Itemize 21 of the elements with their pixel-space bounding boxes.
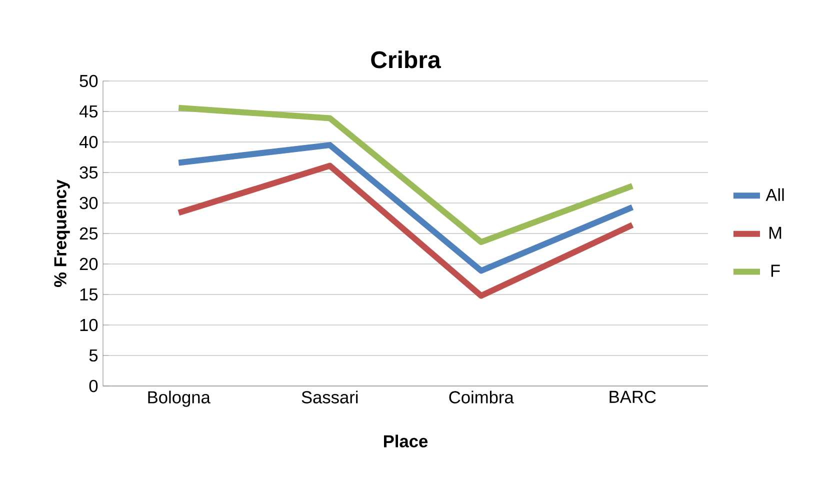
- y-tick-label: 30: [80, 196, 98, 210]
- legend-label: All: [766, 188, 784, 201]
- legend-label: F: [771, 264, 780, 277]
- y-tick-label: 0: [89, 380, 98, 392]
- x-tick-label: Bologna: [148, 390, 210, 407]
- y-tick-label: 20: [80, 258, 98, 270]
- x-axis-title: Place: [384, 434, 428, 448]
- legend-label: M: [769, 226, 782, 239]
- y-tick-label: 25: [80, 227, 98, 240]
- y-tick-label: 35: [80, 166, 98, 179]
- y-axis-title: % Frequency: [54, 180, 70, 288]
- y-tick-label: 10: [80, 318, 98, 332]
- y-tick-label: 15: [80, 288, 98, 301]
- y-tick-label: 50: [80, 74, 98, 88]
- y-tick-label: 5: [89, 349, 98, 362]
- x-tick-label: Coimbra: [449, 390, 514, 404]
- x-tick-label: BARC: [610, 390, 656, 403]
- chart-title: Cribra: [371, 50, 442, 68]
- y-tick-label: 45: [79, 105, 98, 118]
- y-tick-label: 40: [79, 136, 98, 148]
- x-tick-label: Sassari: [302, 390, 358, 404]
